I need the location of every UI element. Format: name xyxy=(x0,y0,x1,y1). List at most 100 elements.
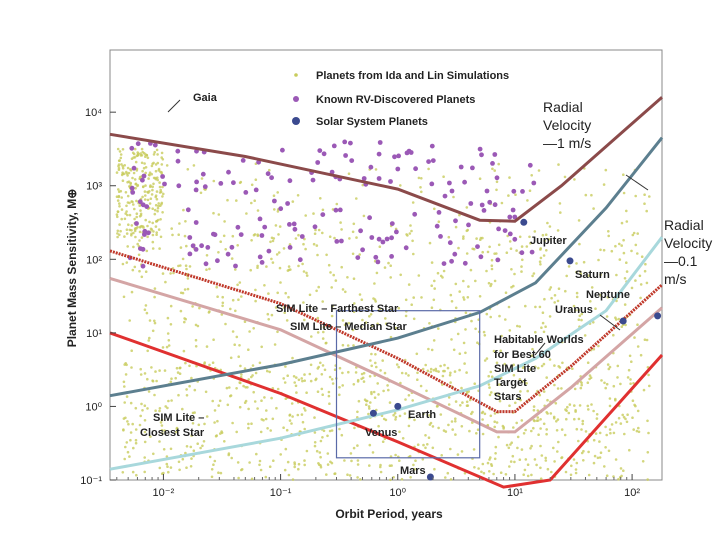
sim-planet-point xyxy=(338,427,341,431)
rv-planet-point xyxy=(129,185,135,191)
rv-planet-point xyxy=(487,199,493,205)
sim-planet-point xyxy=(144,171,147,175)
sim-planet-point xyxy=(437,426,440,430)
sim-planet-point xyxy=(189,465,193,468)
sim-planet-point xyxy=(477,467,480,470)
sim-planet-point xyxy=(319,455,322,459)
sim-planet-point xyxy=(119,153,123,156)
sim-planet-point xyxy=(513,272,516,276)
rv-planet-point xyxy=(403,245,409,251)
sim-planet-point xyxy=(512,363,515,367)
rv-planet-point xyxy=(495,257,501,263)
sim-planet-point xyxy=(140,147,144,151)
sim-planet-point xyxy=(333,368,337,372)
sim-planet-point xyxy=(321,300,325,303)
rv-planet-point xyxy=(212,232,218,238)
rv-planet-point xyxy=(430,158,436,164)
sim-planet-point xyxy=(394,326,398,330)
sim-planet-point xyxy=(341,343,345,347)
sim-planet-point xyxy=(189,445,193,449)
sim-planet-point xyxy=(161,272,165,275)
rv-planet-point xyxy=(146,230,151,236)
sim-planet-point xyxy=(398,430,401,434)
rv-planet-point xyxy=(272,198,277,204)
legend: Planets from Ida and Lin SimulationsKnow… xyxy=(292,70,509,128)
rv-planet-point xyxy=(287,245,293,250)
rv-planet-point xyxy=(287,178,293,184)
sim-planet-point xyxy=(633,403,636,407)
sim-planet-point xyxy=(122,429,125,432)
sim-planet-point xyxy=(156,209,159,213)
sim-planet-point xyxy=(379,470,383,474)
sim-planet-point xyxy=(166,316,170,320)
sim-planet-point xyxy=(155,197,159,201)
sim-planet-point xyxy=(256,209,260,212)
sim-planet-point xyxy=(129,182,132,186)
sim-planet-point xyxy=(143,430,147,434)
sim-planet-point xyxy=(302,242,305,246)
sim-planet-point xyxy=(266,312,270,316)
sim-planet-point xyxy=(539,418,542,421)
sim-planet-point xyxy=(327,263,331,267)
sim-planet-point xyxy=(295,391,298,394)
sim-planet-point xyxy=(133,147,137,151)
sim-planet-point xyxy=(428,241,432,245)
sim-planet-point xyxy=(420,190,423,194)
sim-planet-point xyxy=(495,421,499,424)
sim-planet-point xyxy=(151,207,154,210)
box-layer xyxy=(335,310,481,459)
sim-planet-point xyxy=(550,296,553,300)
sim-planet-point xyxy=(243,367,247,370)
sim-planet-point xyxy=(400,477,404,481)
sim-planet-point xyxy=(399,184,402,187)
sim-planet-point xyxy=(516,435,520,439)
rv-planet-point xyxy=(394,229,399,235)
sim-planet-point xyxy=(159,235,163,239)
sim-planet-point xyxy=(549,286,553,289)
sim-planet-point xyxy=(520,245,524,248)
leader-line xyxy=(625,174,649,191)
rv-planet-point xyxy=(334,239,340,244)
sim-planet-point xyxy=(428,423,432,426)
sim-planet-point xyxy=(329,271,332,274)
sim-planet-point xyxy=(296,194,300,197)
sim-planet-point xyxy=(133,265,137,269)
sim-planet-point xyxy=(476,341,479,345)
rv-planet-point xyxy=(291,221,297,227)
sim-planet-point xyxy=(151,379,155,383)
sim-planet-point xyxy=(542,362,546,366)
sim-planet-point xyxy=(514,401,517,405)
sim-planet-point xyxy=(627,368,631,372)
sim-planet-point xyxy=(300,377,304,380)
sim-planet-point xyxy=(231,234,235,238)
sim-planet-point xyxy=(614,244,617,248)
sim-planet-point xyxy=(545,432,548,436)
sim-planet-point xyxy=(224,322,227,326)
sim-planet-point xyxy=(313,441,317,444)
sim-planet-point xyxy=(488,393,492,397)
sim-planet-point xyxy=(330,286,334,289)
annotation-earth: Earth xyxy=(408,409,436,421)
sim-planet-point xyxy=(498,383,501,386)
sim-planet-point xyxy=(462,298,466,301)
sim-planet-point xyxy=(631,399,635,403)
sim-planet-point xyxy=(330,378,334,381)
sim-planet-point xyxy=(555,420,558,423)
sim-planet-point xyxy=(128,213,132,217)
sim-planet-point xyxy=(447,235,451,239)
sim-planet-point xyxy=(353,426,356,430)
sim-planet-point xyxy=(442,269,446,273)
sim-planet-point xyxy=(507,446,511,450)
sim-planet-point xyxy=(164,405,167,408)
sim-planet-point xyxy=(141,195,144,199)
sim-planet-point xyxy=(266,369,269,373)
sim-planet-point xyxy=(191,422,195,425)
sim-planet-point xyxy=(331,304,334,308)
sim-planet-point xyxy=(259,430,263,434)
sim-planet-point xyxy=(210,468,214,471)
sim-planet-point xyxy=(163,429,166,432)
sim-planet-point xyxy=(461,401,464,404)
sim-planet-point xyxy=(170,227,173,230)
sim-planet-point xyxy=(492,472,495,476)
sim-planet-point xyxy=(154,194,158,197)
